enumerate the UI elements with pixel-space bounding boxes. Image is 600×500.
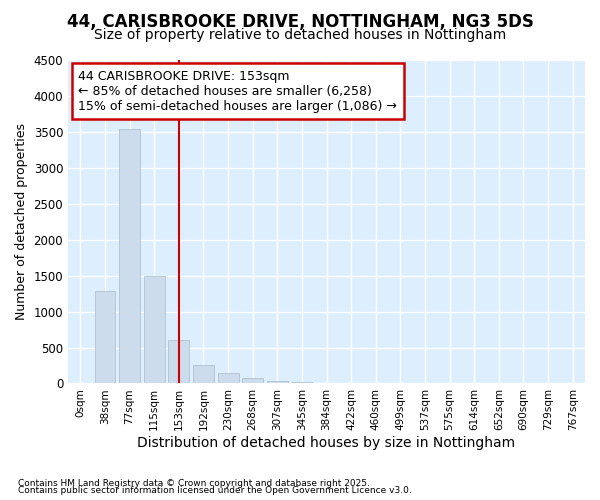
Text: 44 CARISBROOKE DRIVE: 153sqm
← 85% of detached houses are smaller (6,258)
15% of: 44 CARISBROOKE DRIVE: 153sqm ← 85% of de… [79, 70, 397, 112]
Bar [242, 378, 263, 384]
Text: 44, CARISBROOKE DRIVE, NOTTINGHAM, NG3 5DS: 44, CARISBROOKE DRIVE, NOTTINGHAM, NG3 5… [67, 12, 533, 30]
Text: Size of property relative to detached houses in Nottingham: Size of property relative to detached ho… [94, 28, 506, 42]
Text: Contains HM Land Registry data © Crown copyright and database right 2025.: Contains HM Land Registry data © Crown c… [18, 478, 370, 488]
Bar [144, 276, 164, 384]
Bar [292, 382, 313, 384]
Bar [218, 373, 239, 384]
Bar [267, 380, 288, 384]
Bar [193, 366, 214, 384]
X-axis label: Distribution of detached houses by size in Nottingham: Distribution of detached houses by size … [137, 436, 515, 450]
Bar [119, 129, 140, 384]
Bar [169, 340, 189, 384]
Text: Contains public sector information licensed under the Open Government Licence v3: Contains public sector information licen… [18, 486, 412, 495]
Y-axis label: Number of detached properties: Number of detached properties [15, 123, 28, 320]
Bar [95, 290, 115, 384]
